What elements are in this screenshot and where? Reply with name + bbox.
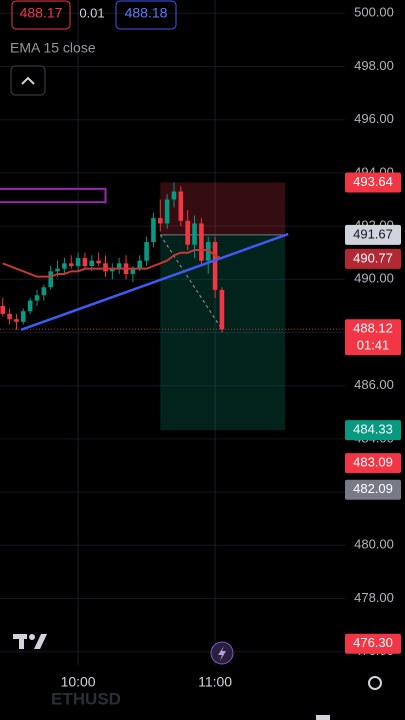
candle-body [89,260,95,266]
candle-body [0,305,6,314]
plot [0,182,345,431]
y-tick-label: 496.00 [354,111,394,126]
price-label-bg [345,479,401,500]
candle-body [164,199,170,224]
sell-price: 488.17 [20,5,63,21]
candle-body [212,242,218,290]
collapse-icon [21,76,35,85]
candle-body [110,268,115,272]
price-label-bg [345,633,401,654]
countdown: 01:41 [357,338,390,353]
candle-body [68,263,74,266]
candle-body [62,263,67,269]
candle-body [55,268,60,272]
price-label: 476.30 [353,635,393,650]
collapse-button[interactable] [10,65,46,96]
candle-body [75,258,81,266]
y-tick-label: 480.00 [354,537,394,552]
y-tick-label: 498.00 [354,58,394,73]
candle-body [27,300,33,312]
price-label: 490.77 [353,250,393,265]
grid [0,0,345,665]
y-tick-label: 500.00 [354,5,394,20]
sell-box[interactable] [11,0,71,30]
candle-body [171,191,177,200]
price-label: 484.33 [353,422,393,437]
tv-logo [13,634,47,649]
price-label-bg [345,453,401,474]
candle-body [14,319,19,322]
y-tick-label: 478.00 [354,590,394,605]
price-axis: 500.00498.00496.00494.00492.00490.00488.… [61,5,401,690]
candle-body [137,260,143,269]
candle-body [7,313,12,320]
target-zone [160,234,286,431]
buy-price: 488.18 [125,5,168,21]
settings-button[interactable] [368,676,382,690]
price-label: 483.09 [353,455,393,470]
candle-body [219,289,225,330]
y-tick-label: 490.00 [354,271,394,286]
zone-box [0,187,107,204]
price-label: 491.67 [353,226,393,241]
y-tick-label: 486.00 [354,377,394,392]
candle-body [48,271,53,288]
price-label-bg [345,319,401,356]
candle-body [82,258,88,266]
candle-body [96,260,101,264]
candle-body [34,295,40,301]
buy-box[interactable] [115,0,177,30]
x-tick-label: 11:00 [198,674,232,690]
spread: 0.01 [79,5,104,20]
nav-indicator [316,715,330,720]
candle-body [157,218,163,224]
candle-body [199,223,204,261]
price-label: 493.64 [353,174,393,189]
x-tick-label: 10:00 [61,674,96,690]
price-label-bg [345,248,401,269]
lightning-icon [218,646,226,661]
candle-body [144,242,149,261]
price-label: 488.12 [353,321,393,336]
candle-body [116,263,122,269]
price-label-bg [345,420,401,441]
candle-body [103,263,108,272]
watermark: ETHUSD [51,689,121,708]
candle-body [178,191,184,221]
candle-body [20,311,26,322]
candle-body [130,268,136,274]
candle-body [151,218,156,243]
position-path [159,234,223,330]
indicator-label: EMA 15 close [10,40,96,56]
candle-body [41,287,47,296]
candle-body [192,223,197,245]
price-label-bg [345,172,401,193]
candle-body [185,220,190,245]
price-label-bg [345,224,401,245]
price-label: 482.09 [353,481,393,496]
trend-line [20,232,289,332]
ema-line [2,249,223,278]
candle-body [205,242,211,261]
